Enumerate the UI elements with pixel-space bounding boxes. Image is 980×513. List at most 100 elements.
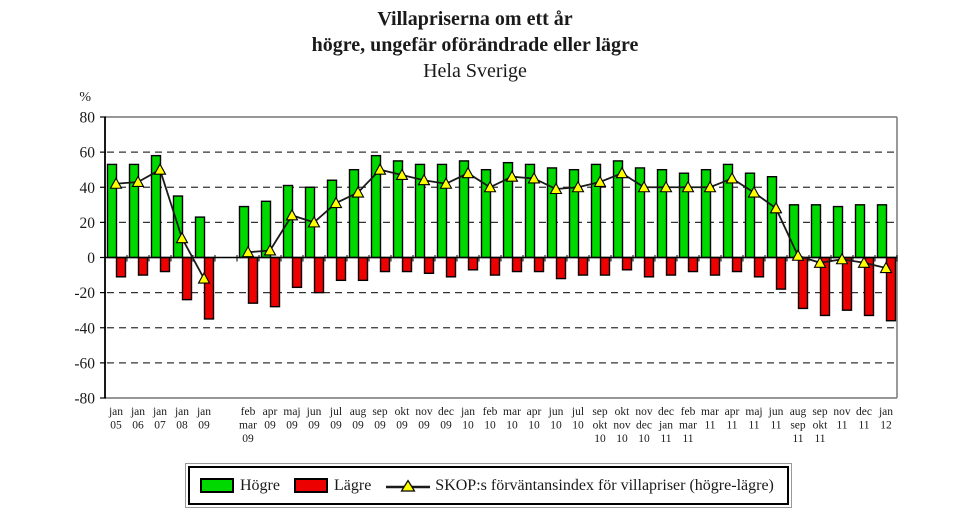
index-marker bbox=[395, 168, 409, 181]
lagre-bar bbox=[709, 256, 721, 276]
hogre-bar bbox=[788, 204, 800, 259]
x-tick-label: okt bbox=[615, 406, 631, 418]
x-tick-label: maj bbox=[745, 406, 762, 418]
index-marker bbox=[725, 171, 739, 184]
index-marker bbox=[747, 185, 761, 198]
x-tick-label: 11 bbox=[836, 420, 847, 432]
index-marker bbox=[813, 256, 827, 268]
index-marker bbox=[835, 252, 849, 265]
lagre-bar bbox=[247, 256, 259, 304]
lagre-bar bbox=[841, 256, 853, 311]
x-tick-label: sep bbox=[812, 406, 828, 418]
x-tick-label: 09 bbox=[330, 420, 342, 432]
hogre-bar bbox=[106, 163, 118, 259]
x-tick-label: 06 bbox=[132, 420, 144, 432]
x-tick-label: dec bbox=[658, 406, 674, 418]
x-tick-label: jan bbox=[174, 406, 189, 418]
hogre-bar bbox=[810, 204, 822, 259]
x-tick-label: 12 bbox=[880, 420, 892, 432]
x-tick-label: sep bbox=[592, 406, 608, 418]
x-tick-label: nov bbox=[613, 420, 631, 432]
lagre-bar bbox=[181, 256, 193, 301]
bars bbox=[106, 154, 897, 322]
x-tick-label: mar bbox=[701, 406, 719, 418]
x-tick-label: jan bbox=[658, 420, 673, 432]
y-tick-label: 80 bbox=[80, 110, 96, 127]
lagre-bar bbox=[797, 256, 809, 310]
x-tick-label: apr bbox=[263, 406, 278, 418]
y-tick-label: 0 bbox=[87, 250, 95, 267]
lagre-bar bbox=[115, 256, 127, 278]
lagre-bar bbox=[489, 256, 501, 276]
x-tick-label: jun bbox=[306, 406, 322, 418]
legend-hogre-swatch bbox=[200, 478, 234, 493]
index-marker bbox=[549, 182, 563, 195]
lagre-bar bbox=[445, 256, 457, 278]
index-marker bbox=[175, 231, 189, 244]
x-tick-label: nov bbox=[833, 406, 851, 418]
lagre-bar bbox=[401, 256, 413, 273]
hogre-bar bbox=[832, 205, 844, 259]
lagre-bar bbox=[775, 256, 787, 290]
x-tick-label: 11 bbox=[704, 420, 715, 432]
y-axis: 80 60 40 20 0 -20 -40 -60 -80% bbox=[74, 90, 106, 408]
x-tick-label: mar bbox=[679, 420, 697, 432]
x-tick-label: 11 bbox=[660, 433, 671, 445]
legend-lagre-swatch bbox=[293, 478, 328, 493]
x-tick-label: 10 bbox=[550, 420, 562, 432]
hogre-bar bbox=[348, 168, 360, 259]
x-tick-label: 09 bbox=[286, 420, 298, 432]
index-marker bbox=[153, 163, 167, 175]
hogre-bar bbox=[194, 216, 206, 259]
x-tick-label: apr bbox=[725, 406, 740, 418]
index-marker bbox=[659, 180, 673, 193]
index-line-marker-icon bbox=[386, 478, 431, 492]
index-marker bbox=[681, 180, 695, 193]
index-marker bbox=[769, 201, 783, 214]
x-tick-label: 09 bbox=[440, 420, 452, 432]
index-marker bbox=[351, 185, 365, 198]
lagre-bar bbox=[621, 256, 633, 271]
x-tick-label: apr bbox=[527, 406, 542, 418]
lagre-bar bbox=[335, 256, 347, 282]
x-tick-label: okt bbox=[813, 420, 829, 432]
x-tick-label: okt bbox=[593, 420, 609, 432]
x-tick-label: dec bbox=[438, 406, 454, 418]
lagre-bar bbox=[203, 256, 215, 320]
x-tick-label: 11 bbox=[682, 433, 693, 445]
y-tick-label: 40 bbox=[80, 180, 96, 197]
lagre-bar bbox=[357, 256, 369, 282]
index-marker bbox=[241, 245, 255, 258]
lagre-bar bbox=[291, 256, 303, 289]
index-marker bbox=[703, 180, 717, 193]
x-tick-label: 10 bbox=[506, 420, 518, 432]
x-tick-label: jan bbox=[130, 406, 145, 418]
index-marker bbox=[109, 177, 123, 189]
x-tick-label: 09 bbox=[418, 420, 430, 432]
x-tick-label: mar bbox=[239, 420, 257, 432]
chart-region-label: Hela Sverige bbox=[423, 60, 527, 82]
index-marker bbox=[131, 175, 145, 188]
legend-lagre-label: Lägre bbox=[333, 476, 372, 494]
x-tick-label: 11 bbox=[770, 420, 781, 432]
hogre-bar bbox=[876, 204, 888, 259]
index-marker bbox=[571, 180, 585, 193]
index-marker bbox=[593, 175, 607, 188]
x-tick-label: 10 bbox=[616, 433, 628, 445]
lagre-bar bbox=[269, 256, 281, 308]
index-marker bbox=[373, 163, 387, 175]
y-tick-label: 20 bbox=[80, 215, 96, 232]
index-marker bbox=[637, 180, 651, 193]
index-marker bbox=[329, 196, 343, 209]
x-tick-label: 10 bbox=[462, 420, 474, 432]
index-marker bbox=[527, 171, 541, 184]
x-tick-label: 09 bbox=[198, 420, 210, 432]
x-tick-label: 05 bbox=[110, 420, 122, 432]
hogre-bar bbox=[744, 172, 756, 259]
zero-line bbox=[104, 255, 898, 262]
index-marker bbox=[483, 180, 497, 193]
x-tick-label: aug bbox=[790, 406, 807, 418]
x-tick-label: 09 bbox=[264, 420, 276, 432]
x-tick-label: sep bbox=[372, 406, 388, 418]
